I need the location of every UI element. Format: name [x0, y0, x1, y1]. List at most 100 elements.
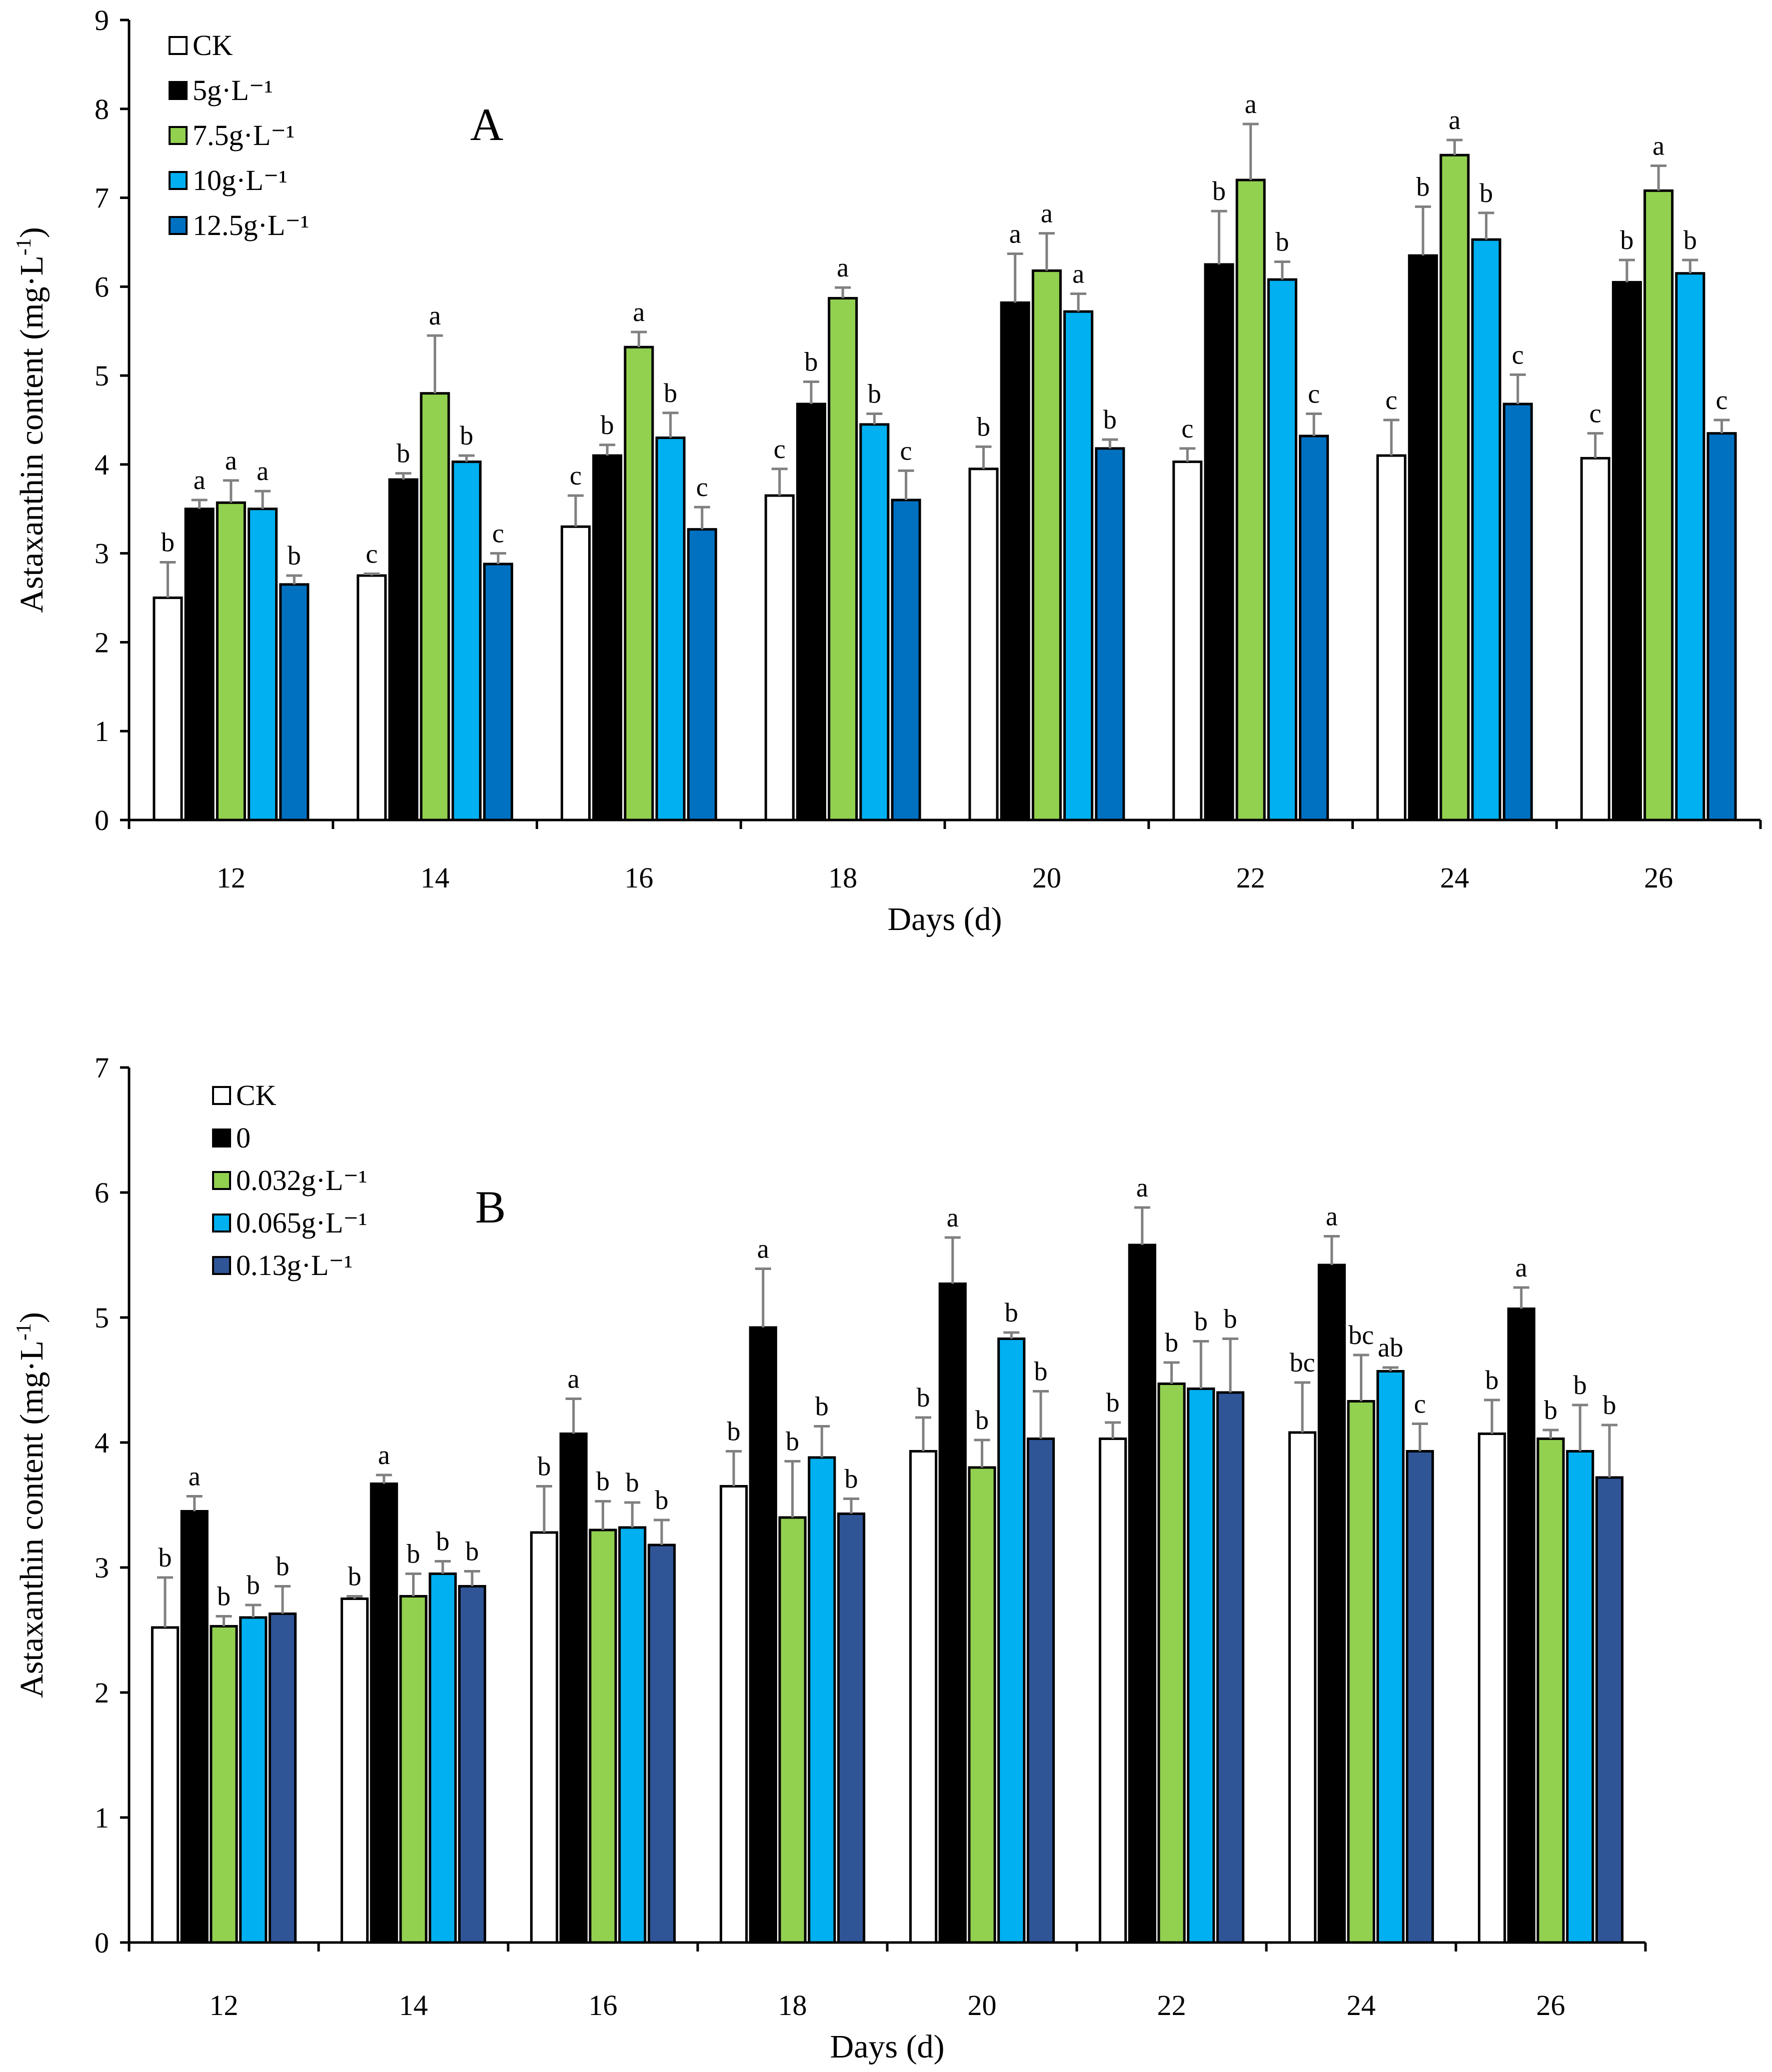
- significance-label: a: [1652, 131, 1664, 161]
- bar: [184, 508, 215, 822]
- bar: [1235, 178, 1266, 822]
- significance-label: b: [1005, 1298, 1018, 1328]
- bar: [451, 460, 482, 822]
- y-axis-title: Astaxanthin content (mg·L-1): [13, 1312, 50, 1698]
- significance-label: b: [288, 540, 301, 570]
- bar: [968, 1466, 996, 1944]
- y-tick-label: 6: [95, 1176, 109, 1209]
- significance-label: a: [189, 1462, 201, 1492]
- bar: [388, 478, 419, 822]
- significance-label: c: [696, 472, 708, 502]
- significance-label: b: [601, 410, 614, 440]
- significance-label: b: [664, 378, 677, 408]
- bar: [647, 1544, 676, 1944]
- y-tick-label: 7: [95, 182, 109, 214]
- y-tick-label: 0: [95, 804, 109, 836]
- bar: [618, 1526, 647, 1944]
- significance-label: b: [1620, 225, 1633, 255]
- y-axis-title: Astaxanthin content (mg·L-1): [13, 227, 50, 613]
- panel-label: A: [470, 99, 503, 150]
- bar: [420, 392, 450, 822]
- significance-label: a: [429, 300, 441, 330]
- bar: [239, 1616, 268, 1944]
- bar: [530, 1531, 559, 1944]
- significance-label: b: [1194, 1306, 1208, 1336]
- significance-label: a: [1326, 1202, 1338, 1232]
- significance-label: a: [1136, 1172, 1148, 1202]
- significance-label: b: [1416, 172, 1430, 202]
- bar: [483, 562, 514, 822]
- x-tick-label: 24: [1347, 1989, 1376, 2022]
- significance-label: c: [1385, 385, 1397, 415]
- bar: [1376, 1370, 1405, 1944]
- significance-label: b: [465, 1536, 479, 1566]
- bar: [1706, 432, 1737, 822]
- bar: [1675, 272, 1705, 822]
- significance-label: b: [1602, 1390, 1616, 1420]
- y-tick-label: 2: [95, 1676, 109, 1709]
- bar: [399, 1595, 428, 1944]
- y-tick-label: 3: [95, 538, 109, 570]
- bar: [1095, 447, 1125, 822]
- bar: [764, 494, 795, 822]
- significance-label: b: [655, 1485, 668, 1515]
- legend-label: 0.13g·L⁻¹: [236, 1249, 353, 1282]
- y-tick-label: 4: [95, 448, 109, 481]
- y-tick-label: 1: [95, 715, 109, 748]
- significance-label: b: [397, 438, 410, 468]
- legend-label: 12.5g·L⁻¹: [193, 209, 309, 242]
- legend-label: CK: [193, 29, 233, 62]
- significance-label: c: [1512, 340, 1524, 370]
- significance-label: b: [276, 1552, 289, 1582]
- bar: [592, 454, 623, 822]
- bar: [1477, 1432, 1506, 1944]
- bar: [1187, 1388, 1215, 1944]
- legend-swatch: [169, 36, 188, 55]
- bar: [216, 501, 246, 822]
- legend-label: 0.032g·L⁻¹: [236, 1164, 367, 1196]
- y-tick-label: 8: [95, 93, 109, 126]
- bar: [1267, 278, 1297, 822]
- significance-label: b: [1165, 1328, 1178, 1358]
- bar: [1471, 238, 1501, 822]
- bar: [1299, 434, 1329, 822]
- x-axis-title: Days (d): [830, 2028, 944, 2065]
- significance-label: a: [1448, 105, 1460, 135]
- y-tick-label: 0: [95, 1926, 109, 1959]
- bar: [828, 296, 858, 822]
- y-tick-label: 7: [95, 1052, 109, 1084]
- legend-swatch: [169, 126, 188, 145]
- bar: [749, 1326, 777, 1944]
- y-tick-label: 6: [95, 270, 109, 303]
- bar: [1611, 280, 1642, 822]
- bar: [1502, 402, 1533, 822]
- significance-label: a: [378, 1440, 390, 1470]
- y-tick-label: 4: [95, 1426, 109, 1459]
- x-tick-label: 18: [778, 1989, 807, 2022]
- significance-label: b: [1573, 1370, 1587, 1400]
- significance-label: a: [633, 297, 645, 327]
- bar: [560, 525, 591, 822]
- bar: [859, 423, 890, 822]
- x-tick-label: 20: [1032, 862, 1061, 894]
- bar: [1172, 460, 1203, 822]
- significance-label: b: [844, 1464, 858, 1494]
- x-tick-label: 16: [624, 862, 653, 894]
- legend-swatch: [169, 171, 188, 190]
- significance-label: c: [1181, 414, 1193, 444]
- significance-label: b: [1106, 1388, 1120, 1418]
- y-tick-label: 9: [95, 4, 109, 36]
- significance-label: a: [837, 252, 849, 282]
- significance-label: a: [1041, 198, 1053, 228]
- bar: [357, 574, 387, 822]
- bar: [796, 402, 826, 822]
- bar: [248, 508, 278, 822]
- x-tick-label: 20: [968, 1989, 997, 2022]
- significance-label: c: [570, 460, 582, 490]
- x-axis-title: Days (d): [887, 901, 1002, 938]
- bar: [1376, 454, 1406, 822]
- significance-label: a: [1009, 219, 1021, 249]
